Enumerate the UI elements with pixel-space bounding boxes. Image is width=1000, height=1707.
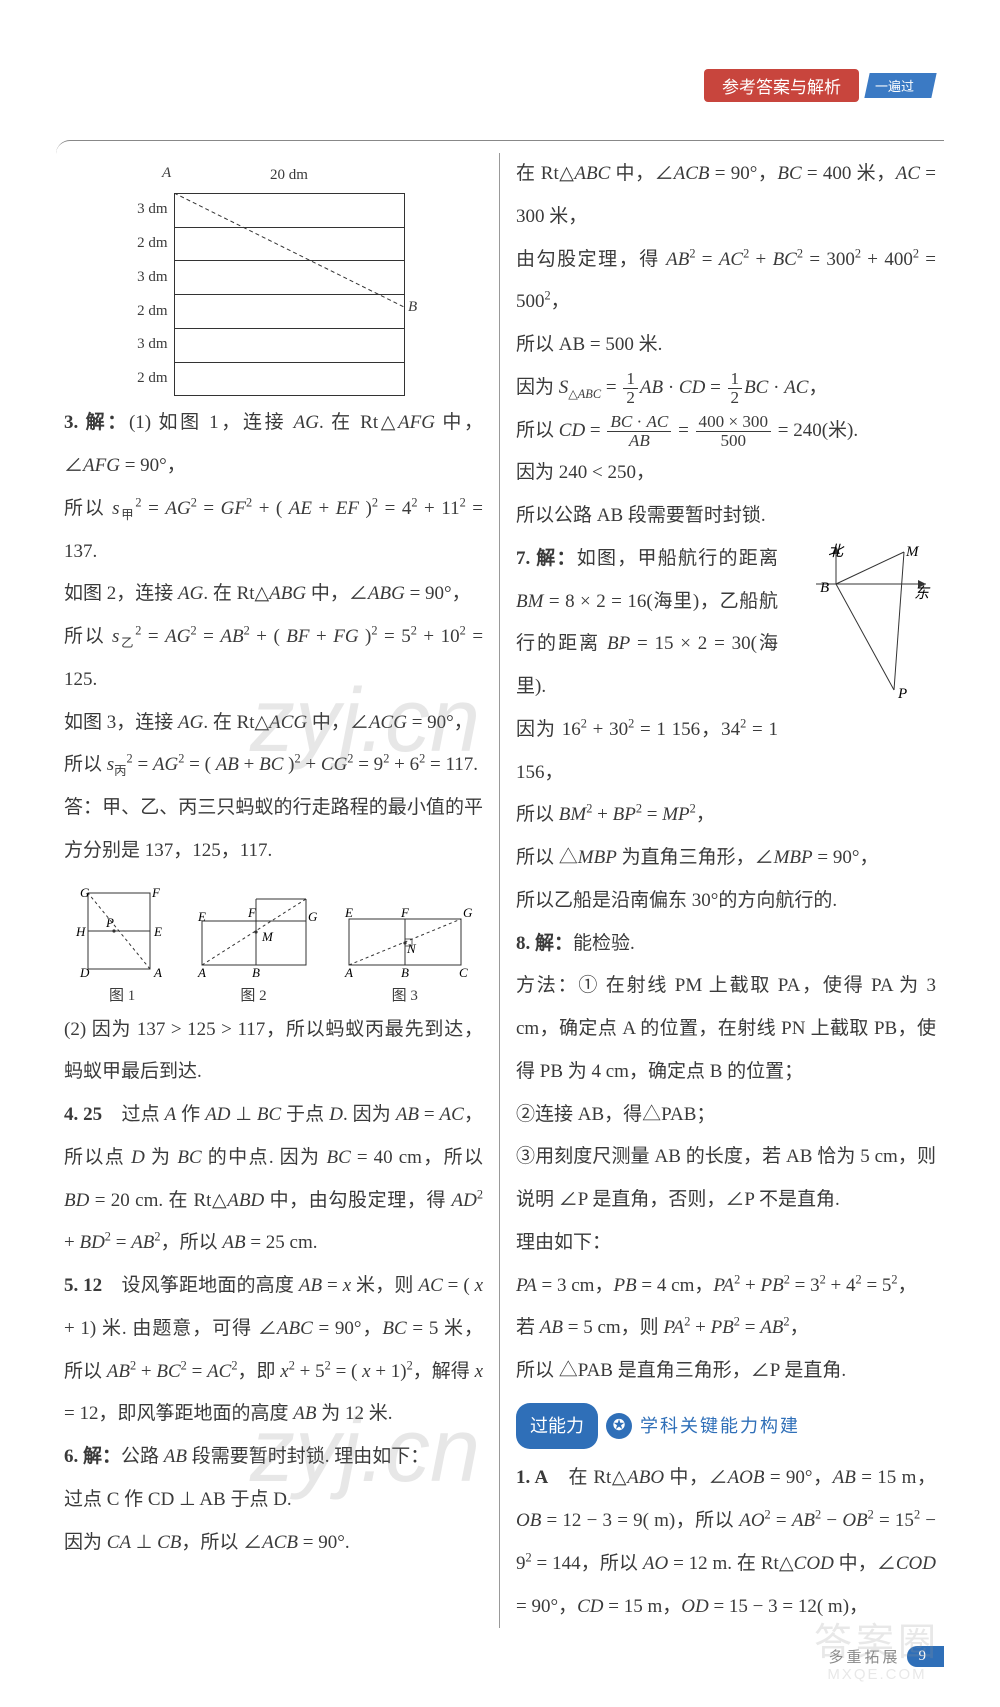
svg-text:A: A xyxy=(197,965,206,980)
r6: 因为 240 < 250， xyxy=(516,452,936,495)
page: 参考答案与解析 一遍过 A 20 dm 3 dm xyxy=(0,0,1000,1707)
svg-text:G: G xyxy=(463,905,473,920)
svg-text:H: H xyxy=(75,924,86,939)
corner-stamp: 答案圈 MXQE.COM xyxy=(814,1611,940,1683)
page-footer: 多重拓展 9 xyxy=(56,1646,944,1667)
q3-line2: 所以 s甲2 = AG2 = GF2 + ( AE + EF )2 = 42 +… xyxy=(64,488,483,574)
q3-answer: 答：甲、乙、丙三只蚂蚁的行走路程的最小值的平方分别是 137，125，117. xyxy=(64,787,483,873)
ability-section-header: 过能力 ✪ 学科关键能力构建 xyxy=(516,1403,800,1450)
svg-text:F: F xyxy=(151,885,161,900)
r2: 由勾股定理，得 AB2 = AC2 + BC2 = 3002 + 4002 = … xyxy=(516,239,936,325)
svg-text:E: E xyxy=(197,909,206,924)
content: A 20 dm 3 dm 2 dm 3 dm 2 dm 3 dm 2 dm xyxy=(56,140,944,1667)
svg-text:D: D xyxy=(79,965,90,980)
r4: 因为 S△ABC = 12AB · CD = 12BC · AC， xyxy=(516,367,936,410)
svg-text:F: F xyxy=(247,905,257,920)
r12: 所以乙船是沿南偏东 30°的方向航行的. xyxy=(516,880,936,923)
svg-text:北: 北 xyxy=(828,543,845,560)
r5: 所以 CD = BC · ACAB = 400 × 300500 = 240(米… xyxy=(516,410,936,453)
columns: A 20 dm 3 dm 2 dm 3 dm 2 dm 3 dm 2 dm xyxy=(56,153,944,1628)
compass-figure: 北 东 B M P xyxy=(786,542,936,719)
q3-line6: 所以 s丙2 = AG2 = ( AB + BC )2 + CG2 = 92 +… xyxy=(64,744,483,787)
r14: 方法：① 在射线 PM 上截取 PA，使得 PA 为 3 cm，确定点 A 的位… xyxy=(516,965,936,1093)
r13: 8. 解：能检验. xyxy=(516,923,936,966)
header-title: 参考答案与解析 xyxy=(704,69,859,102)
q3-part2: (2) 因为 137 > 125 > 117，所以蚂蚁丙最先到达，蚂蚁甲最后到达… xyxy=(64,1009,483,1095)
svg-text:E: E xyxy=(344,905,353,920)
q3-line5: 如图 3，连接 AG. 在 Rt△ACG 中，∠ACG = 90°， xyxy=(64,702,483,745)
r19: 若 AB = 5 cm，则 PA2 + PB2 = AB2， xyxy=(516,1307,936,1350)
svg-text:B: B xyxy=(401,965,409,980)
ability-label: 学科关键能力构建 xyxy=(640,1406,800,1447)
svg-text:C: C xyxy=(459,965,468,980)
r17: 理由如下： xyxy=(516,1222,936,1265)
box-unfold-diagram: A 20 dm 3 dm 2 dm 3 dm 2 dm 3 dm 2 dm xyxy=(124,159,483,396)
header-tag: 一遍过 xyxy=(864,73,936,98)
svg-text:B: B xyxy=(252,965,260,980)
r9: 因为 162 + 302 = 1 156，342 = 1 156， xyxy=(516,709,936,795)
svg-text:A: A xyxy=(153,965,162,980)
svg-text:P: P xyxy=(105,915,114,930)
box-top-label: 20 dm xyxy=(270,167,308,183)
svg-text:F: F xyxy=(400,905,410,920)
q6-c: 因为 CA ⊥ CB，所以 ∠ACB = 90°. xyxy=(64,1522,483,1565)
r21: 1. A 在 Rt△ABO 中，∠AOB = 90°，AB = 15 m，OB … xyxy=(516,1457,936,1628)
figure-2: A B E F G M 图 2 xyxy=(188,881,318,1007)
three-figures: G F H E D A P 图 1 xyxy=(64,881,483,1007)
ability-pill: 过能力 xyxy=(516,1403,598,1450)
r3: 所以 AB = 500 米. xyxy=(516,324,936,367)
q3-line4: 所以 s乙2 = AG2 = AB2 + ( BF + FG )2 = 52 +… xyxy=(64,616,483,702)
figure-1: G F H E D A P 图 1 xyxy=(72,881,172,1007)
svg-text:B: B xyxy=(820,580,829,596)
r20: 所以 △PAB 是直角三角形，∠P 是直角. xyxy=(516,1350,936,1393)
svg-text:G: G xyxy=(80,885,90,900)
svg-text:G: G xyxy=(308,909,318,924)
column-right: 在 Rt△ABC 中，∠ACB = 90°，BC = 400 米，AC = 30… xyxy=(500,153,944,1628)
header-banner: 参考答案与解析 一遍过 xyxy=(694,70,944,100)
svg-text:A: A xyxy=(344,965,353,980)
q5: 5. 12 设风筝距地面的高度 AB = x 米，则 AC = ( x + 1)… xyxy=(64,1265,483,1436)
q3-line1: 3. 解：(1) 如图 1，连接 AG. 在 Rt△AFG 中，∠AFG = 9… xyxy=(64,402,483,488)
q6-a: 6. 解：公路 AB 段需要暂时封锁. 理由如下： xyxy=(64,1436,483,1479)
r18: PA = 3 cm，PB = 4 cm，PA2 + PB2 = 32 + 42 … xyxy=(516,1265,936,1308)
q4: 4. 25 过点 A 作 AD ⊥ BC 于点 D. 因为 AB = AC，所以… xyxy=(64,1094,483,1265)
svg-text:M: M xyxy=(905,544,920,560)
r1: 在 Rt△ABC 中，∠ACB = 90°，BC = 400 米，AC = 30… xyxy=(516,153,936,239)
figure-3: A B C E F G N 图 3 xyxy=(335,881,475,1007)
svg-text:M: M xyxy=(261,929,274,944)
r7: 所以公路 AB 段需要暂时封锁. xyxy=(516,495,936,538)
svg-text:N: N xyxy=(406,941,417,956)
r15: ②连接 AB，得△PAB； xyxy=(516,1094,936,1137)
svg-text:P: P xyxy=(897,686,907,702)
r10: 所以 BM2 + BP2 = MP2， xyxy=(516,794,936,837)
column-left: A 20 dm 3 dm 2 dm 3 dm 2 dm 3 dm 2 dm xyxy=(56,153,500,1628)
svg-text:东: 东 xyxy=(914,585,931,602)
r16: ③用刻度尺测量 AB 的长度，若 AB 恰为 5 cm，则说明 ∠P 是直角，否… xyxy=(516,1136,936,1222)
r11: 所以 △MBP 为直角三角形，∠MBP = 90°， xyxy=(516,837,936,880)
svg-text:E: E xyxy=(153,924,162,939)
q3-line3: 如图 2，连接 AG. 在 Rt△ABG 中，∠ABG = 90°， xyxy=(64,573,483,616)
q6-b: 过点 C 作 CD ⊥ AB 于点 D. xyxy=(64,1479,483,1522)
box-diagonal xyxy=(174,193,404,307)
ability-icon: ✪ xyxy=(606,1413,632,1439)
